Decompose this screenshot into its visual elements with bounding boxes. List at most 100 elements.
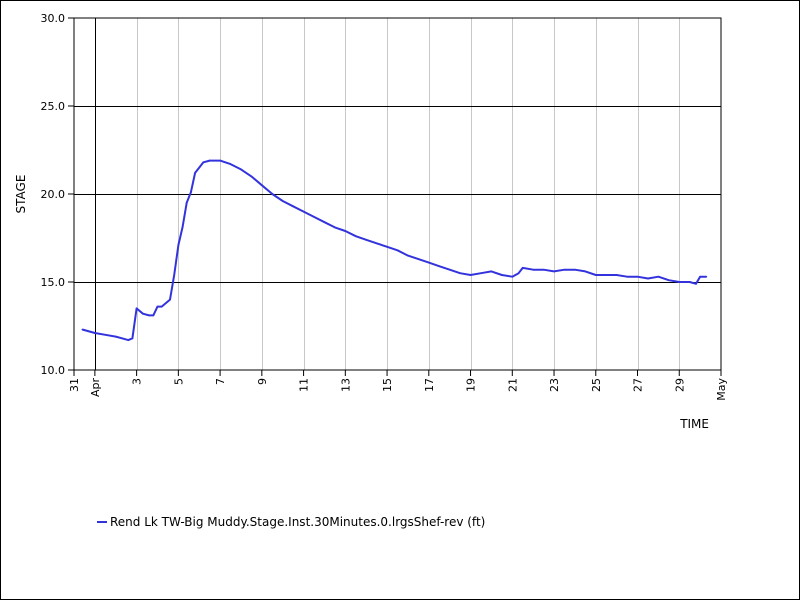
horizontal-grid bbox=[74, 106, 721, 283]
series-points bbox=[81, 159, 708, 341]
data-point bbox=[160, 305, 163, 308]
data-point bbox=[208, 159, 211, 162]
x-tick-label: 15 bbox=[381, 378, 394, 392]
data-point bbox=[695, 283, 697, 285]
data-point bbox=[177, 244, 180, 246]
data-point bbox=[313, 216, 315, 218]
data-point bbox=[104, 334, 107, 336]
data-point bbox=[219, 159, 221, 162]
data-point bbox=[428, 261, 430, 264]
data-point bbox=[156, 305, 159, 308]
data-point bbox=[584, 270, 587, 273]
y-tick-label: 15.0 bbox=[41, 276, 66, 289]
data-point bbox=[647, 277, 649, 280]
data-point bbox=[148, 314, 150, 317]
data-point bbox=[501, 274, 503, 276]
data-point bbox=[636, 275, 639, 278]
data-point bbox=[386, 246, 388, 248]
data-point bbox=[271, 193, 274, 195]
x-tick-label: 21 bbox=[506, 378, 519, 392]
y-axis-title: STAGE bbox=[14, 175, 28, 214]
data-point bbox=[375, 242, 378, 245]
data-point bbox=[574, 268, 576, 271]
data-point bbox=[699, 275, 701, 278]
data-point bbox=[185, 202, 188, 204]
data-point bbox=[302, 210, 305, 213]
data-point bbox=[521, 267, 524, 269]
x-axis-title: TIME bbox=[679, 417, 709, 431]
x-tick-label: 27 bbox=[632, 378, 645, 392]
data-point bbox=[131, 337, 134, 340]
x-month-label: Apr bbox=[89, 378, 102, 398]
data-point bbox=[459, 272, 461, 275]
data-point bbox=[334, 226, 336, 229]
data-point bbox=[705, 275, 708, 278]
x-tick-label: 9 bbox=[256, 378, 269, 385]
data-point bbox=[626, 275, 628, 278]
x-tick-label: 17 bbox=[423, 378, 436, 392]
data-point bbox=[202, 161, 205, 164]
x-tick-label: 31 bbox=[68, 378, 81, 392]
data-point bbox=[542, 268, 545, 271]
data-point bbox=[480, 272, 482, 275]
data-point bbox=[114, 335, 117, 338]
data-point bbox=[417, 258, 420, 260]
data-point bbox=[194, 172, 196, 174]
data-point bbox=[657, 275, 660, 278]
data-point bbox=[469, 274, 472, 276]
data-point bbox=[355, 235, 357, 237]
data-point bbox=[438, 265, 441, 268]
x-tick-label: 13 bbox=[339, 378, 352, 392]
data-point bbox=[396, 249, 399, 252]
data-point bbox=[240, 168, 242, 171]
x-tick-label: 19 bbox=[465, 378, 478, 392]
data-point bbox=[688, 281, 691, 283]
data-point bbox=[678, 281, 681, 283]
data-point bbox=[532, 268, 534, 271]
data-point bbox=[121, 337, 123, 340]
data-point bbox=[323, 221, 326, 223]
data-point bbox=[517, 272, 520, 275]
data-point bbox=[181, 226, 184, 229]
x-tick-label: 29 bbox=[673, 378, 686, 392]
data-point bbox=[229, 163, 232, 165]
data-point bbox=[490, 270, 493, 273]
x-tick-label: 5 bbox=[172, 378, 185, 385]
data-point bbox=[127, 339, 130, 341]
data-point bbox=[563, 268, 566, 271]
data-point bbox=[595, 274, 597, 276]
data-point bbox=[169, 298, 171, 301]
data-point bbox=[190, 191, 192, 193]
y-tick-label: 30.0 bbox=[41, 12, 66, 25]
data-point bbox=[448, 268, 451, 271]
data-point bbox=[553, 270, 555, 273]
data-point bbox=[261, 184, 263, 186]
data-point bbox=[615, 274, 618, 276]
y-tick-label: 25.0 bbox=[41, 100, 66, 113]
data-point bbox=[142, 312, 144, 315]
x-tick-label: 3 bbox=[131, 378, 144, 385]
data-point bbox=[292, 205, 294, 208]
y-tick-label: 20.0 bbox=[41, 188, 66, 201]
y-axis-ticks: 10.0 15.0 20.0 25.0 30.0 bbox=[41, 12, 74, 377]
data-point bbox=[668, 279, 670, 282]
data-point bbox=[605, 274, 607, 276]
y-tick-label: 10.0 bbox=[41, 364, 66, 377]
x-tick-label: 23 bbox=[548, 378, 561, 392]
data-point bbox=[152, 314, 155, 317]
x-tick-label: 11 bbox=[298, 378, 311, 392]
data-point bbox=[365, 239, 368, 241]
x-month-label: May bbox=[715, 378, 728, 401]
legend: Rend Lk TW-Big Muddy.Stage.Inst.30Minute… bbox=[97, 515, 485, 529]
x-tick-label: 25 bbox=[590, 378, 603, 392]
data-point bbox=[281, 200, 284, 202]
data-point bbox=[94, 332, 96, 334]
x-tick-label: 7 bbox=[214, 378, 227, 385]
x-axis-ticks: 31 3 5 7 9 11 13 15 17 19 21 23 25 27 29 Apr May bbox=[68, 370, 728, 401]
data-point bbox=[344, 230, 347, 232]
data-point bbox=[511, 275, 514, 278]
data-point bbox=[81, 328, 84, 331]
data-point bbox=[135, 307, 138, 310]
data-point bbox=[173, 274, 175, 276]
